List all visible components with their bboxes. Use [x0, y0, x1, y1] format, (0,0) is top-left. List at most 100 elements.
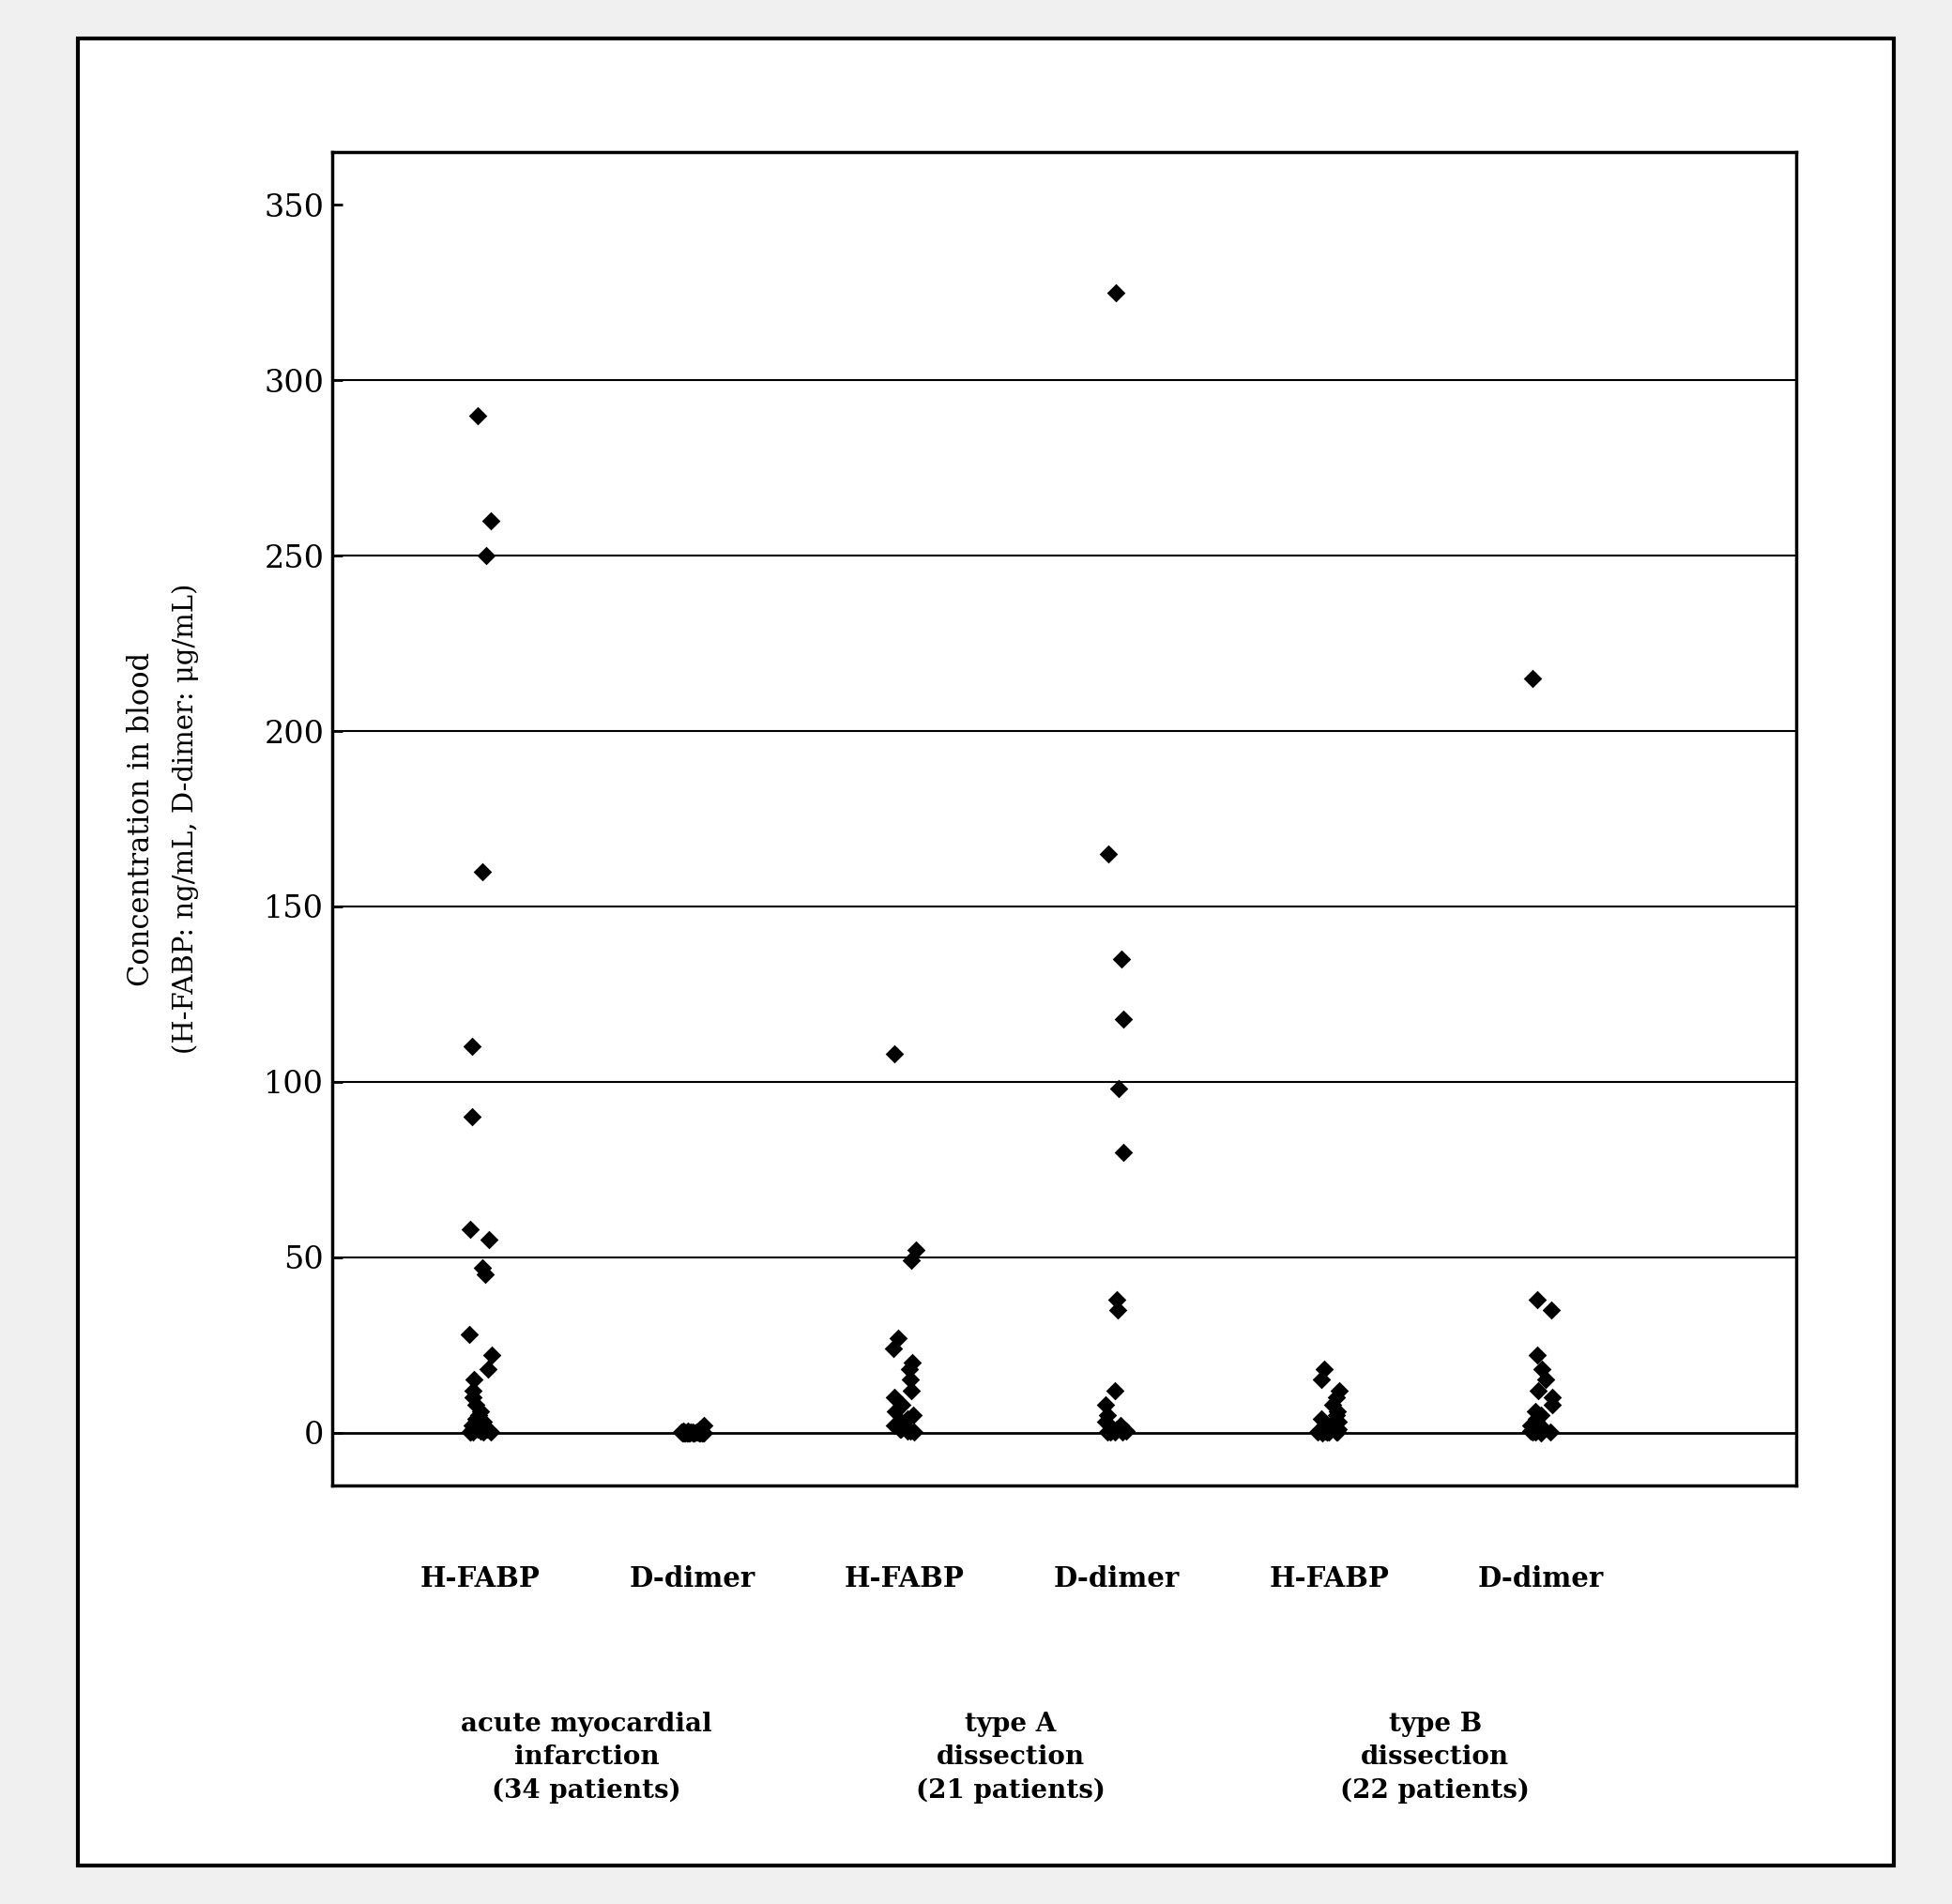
- Point: [1306, 1403, 1337, 1434]
- Point: [1107, 1417, 1138, 1447]
- Point: [457, 1102, 488, 1133]
- Point: [1521, 1340, 1552, 1371]
- Point: [898, 1399, 929, 1430]
- Text: Concentration in blood: Concentration in blood: [127, 651, 156, 986]
- Point: [671, 1417, 703, 1447]
- Point: [457, 1417, 488, 1447]
- Point: [687, 1417, 718, 1447]
- Point: [1322, 1396, 1353, 1426]
- Point: [1323, 1415, 1355, 1445]
- Point: [455, 1417, 486, 1447]
- Point: [668, 1417, 699, 1447]
- Point: [1536, 1295, 1567, 1325]
- Point: [467, 1417, 498, 1447]
- Point: [1316, 1390, 1347, 1420]
- Point: [467, 1417, 498, 1447]
- Point: [1323, 1407, 1355, 1438]
- Point: [1101, 1283, 1132, 1314]
- Point: [1091, 1417, 1122, 1447]
- Point: [1322, 1417, 1353, 1447]
- Point: [461, 1415, 492, 1445]
- Text: H-FABP: H-FABP: [1269, 1565, 1390, 1592]
- Point: [896, 1348, 927, 1378]
- Point: [1323, 1375, 1355, 1405]
- Point: [474, 505, 506, 535]
- Point: [896, 1375, 927, 1405]
- Point: [666, 1417, 697, 1447]
- Point: [1105, 1411, 1136, 1441]
- Point: [1521, 1417, 1552, 1447]
- Point: [1312, 1417, 1343, 1447]
- Point: [878, 1333, 910, 1363]
- Point: [1308, 1417, 1339, 1447]
- Point: [878, 1382, 910, 1413]
- Text: D-dimer: D-dimer: [1054, 1565, 1179, 1592]
- Point: [677, 1417, 709, 1447]
- Point: [1091, 1407, 1122, 1438]
- Point: [1095, 1417, 1126, 1447]
- Point: [1101, 1415, 1132, 1445]
- Point: [1521, 1407, 1552, 1438]
- Point: [666, 1417, 697, 1447]
- Point: [457, 1411, 488, 1441]
- Point: [670, 1417, 701, 1447]
- Point: [687, 1417, 718, 1447]
- Point: [670, 1417, 701, 1447]
- Point: [457, 1382, 488, 1413]
- Point: [1521, 1396, 1552, 1426]
- Point: [894, 1365, 925, 1396]
- Point: [884, 1415, 915, 1445]
- Point: [671, 1417, 703, 1447]
- Point: [1530, 1365, 1562, 1396]
- Point: [1534, 1417, 1566, 1447]
- Text: D-dimer: D-dimer: [1478, 1565, 1605, 1592]
- Point: [470, 1259, 502, 1289]
- Point: [472, 1224, 504, 1255]
- Point: [465, 1415, 496, 1445]
- Point: [455, 1215, 486, 1245]
- Point: [453, 1319, 484, 1350]
- Point: [467, 857, 498, 887]
- Point: [1528, 1415, 1560, 1445]
- Text: H-FABP: H-FABP: [845, 1565, 964, 1592]
- Point: [476, 1340, 508, 1371]
- Point: [461, 1390, 492, 1420]
- Point: [878, 1411, 910, 1441]
- Point: [681, 1417, 712, 1447]
- Point: [677, 1417, 709, 1447]
- Point: [470, 1415, 502, 1445]
- Point: [463, 1399, 494, 1430]
- Point: [677, 1417, 709, 1447]
- Point: [894, 1415, 925, 1445]
- Point: [668, 1417, 699, 1447]
- Point: [1322, 1382, 1353, 1413]
- Point: [472, 1354, 504, 1384]
- Point: [687, 1417, 718, 1447]
- Point: [1097, 1415, 1128, 1445]
- Point: [886, 1390, 917, 1420]
- Point: [668, 1417, 699, 1447]
- Point: [1536, 1382, 1567, 1413]
- Point: [882, 1323, 914, 1354]
- Point: [1526, 1354, 1558, 1384]
- Point: [467, 1407, 498, 1438]
- Point: [467, 1253, 498, 1283]
- Point: [1525, 1417, 1556, 1447]
- Point: [463, 400, 494, 430]
- Point: [1517, 1417, 1548, 1447]
- Point: [683, 1417, 714, 1447]
- Point: [675, 1417, 707, 1447]
- Point: [687, 1411, 718, 1441]
- Text: type A
dissection
(21 patients): type A dissection (21 patients): [915, 1712, 1105, 1803]
- Text: type B
dissection
(22 patients): type B dissection (22 patients): [1341, 1712, 1530, 1803]
- Point: [683, 1417, 714, 1447]
- Point: [1523, 1283, 1554, 1314]
- Point: [884, 1407, 915, 1438]
- Point: [1099, 1417, 1130, 1447]
- Point: [1091, 1399, 1122, 1430]
- Point: [1310, 1415, 1341, 1445]
- Point: [1322, 1417, 1353, 1447]
- Point: [681, 1417, 712, 1447]
- Point: [461, 1403, 492, 1434]
- Point: [1111, 1415, 1142, 1445]
